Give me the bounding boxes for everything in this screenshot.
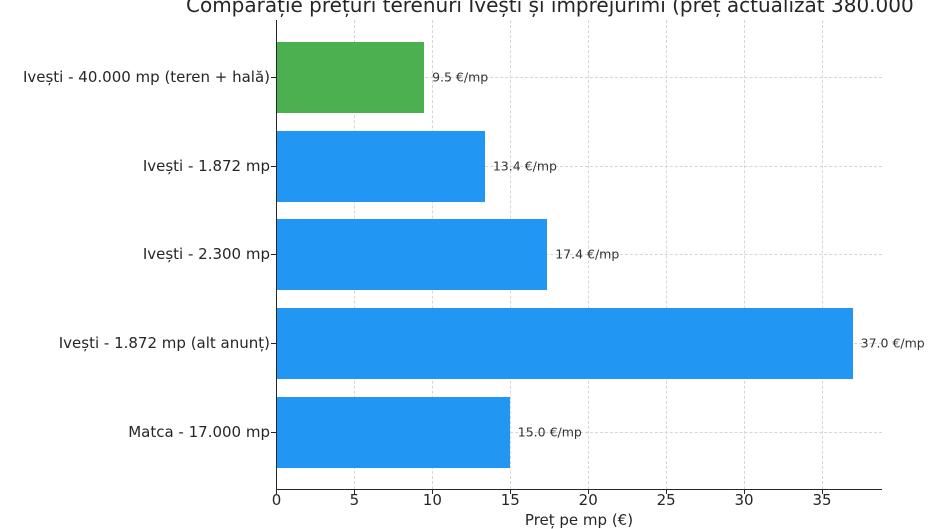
x-tick-label: 25 [656,491,676,509]
x-tick [509,489,511,494]
x-tick-label: 20 [578,491,598,509]
x-tick [587,489,589,494]
y-tick-label: Ivești - 2.300 mp [142,245,270,263]
y-tick [271,166,276,167]
x-tick-label: 30 [734,491,754,509]
x-tick [821,489,823,494]
y-tick [271,432,276,433]
bar-value-label: 17.4 €/mp [555,246,620,262]
horizontal-gridline [276,432,882,433]
x-tick-label: 5 [349,491,360,509]
y-axis-line [276,20,278,490]
bar [276,218,548,290]
x-tick [743,489,745,494]
y-tick [271,77,276,78]
bar [276,130,485,202]
horizontal-gridline [276,254,882,255]
bar-value-label: 13.4 €/mp [492,158,557,174]
x-axis-line [276,489,882,491]
y-tick-label: Ivești - 1.872 mp (alt anunț) [58,334,270,352]
x-axis-label: Preț pe mp (€) [524,511,634,529]
x-tick [353,489,355,494]
bar-value-label: 9.5 €/mp [432,69,489,85]
x-tick-label: 0 [271,491,282,509]
x-tick [276,489,277,494]
bar [276,396,510,468]
chart-title: Comparație prețuri terenuri Ivești și îm… [186,0,914,17]
bar-value-label: 37.0 €/mp [860,335,925,351]
y-tick-label: Ivești - 40.000 mp (teren + hală) [22,68,270,86]
x-tick [431,489,433,494]
bar [276,307,853,379]
x-tick-label: 10 [422,491,442,509]
y-tick [271,343,276,344]
horizontal-gridline [276,77,882,78]
bar-value-label: 15.0 €/mp [517,424,582,440]
y-tick-label: Ivești - 1.872 mp [142,157,270,175]
x-tick-label: 15 [500,491,520,509]
x-tick [665,489,667,494]
y-tick [271,254,276,255]
x-tick-label: 35 [812,491,832,509]
plot-area: 9.5 €/mp 13.4 €/mp 17.4 €/mp 37.0 €/mp 15.0 … [23,20,925,509]
bar [276,41,425,113]
y-tick-label: Matca - 17.000 mp [128,423,270,441]
horizontal-gridline [276,166,882,167]
